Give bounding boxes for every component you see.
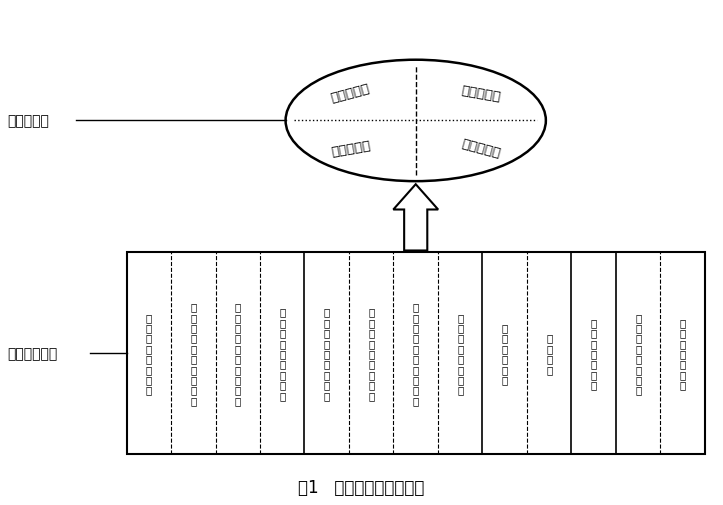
Text: 学科核心概念: 学科核心概念 xyxy=(7,346,58,361)
Text: 生
物
与
环
境
的
相
互
关
系: 生 物 与 环 境 的 相 互 关 系 xyxy=(413,302,419,405)
Text: 人
类
活
动
与
环
境: 人 类 活 动 与 环 境 xyxy=(591,317,596,390)
Text: 地
球
系
统: 地 球 系 统 xyxy=(546,333,552,374)
Text: 结构与功能: 结构与功能 xyxy=(330,139,372,159)
Text: 物
质
的
变
化
与
化
学
反
应: 物 质 的 变 化 与 化 学 反 应 xyxy=(190,302,197,405)
Text: 物
质
的
结
构
与
性
质: 物 质 的 结 构 与 性 质 xyxy=(145,312,152,395)
Text: 稳定与变化: 稳定与变化 xyxy=(460,137,502,161)
Text: 能
的
转
化
与
能
量
守
恒: 能 的 转 化 与 能 量 守 恒 xyxy=(279,307,286,400)
Text: 跨学科概念: 跨学科概念 xyxy=(7,114,49,128)
Text: 系统与模型: 系统与模型 xyxy=(460,83,502,104)
Text: 技
术
、
工
程
与
社
会: 技 术 、 工 程 与 社 会 xyxy=(635,312,641,395)
Text: 物质与能量: 物质与能量 xyxy=(330,82,372,105)
Text: 生
物
体
的
稳
态
与
调
节: 生 物 体 的 稳 态 与 调 节 xyxy=(368,307,375,400)
Bar xyxy=(127,252,705,454)
Text: 生
命
系
统
的
构
成
层
次: 生 命 系 统 的 构 成 层 次 xyxy=(324,307,330,400)
Text: 物
质
的
运
动
与
相
互
作
用: 物 质 的 运 动 与 相 互 作 用 xyxy=(235,302,241,405)
Text: 生
命
的
延
续
与
进
化: 生 命 的 延 续 与 进 化 xyxy=(457,312,463,395)
FancyArrow shape xyxy=(393,185,438,251)
Text: 宇
宙
中
的
地
球: 宇 宙 中 的 地 球 xyxy=(502,323,508,384)
Text: 图1   科学课程的内容结构: 图1 科学课程的内容结构 xyxy=(299,478,424,496)
Text: 工
程
设
计
与
物
化: 工 程 设 计 与 物 化 xyxy=(680,317,686,390)
